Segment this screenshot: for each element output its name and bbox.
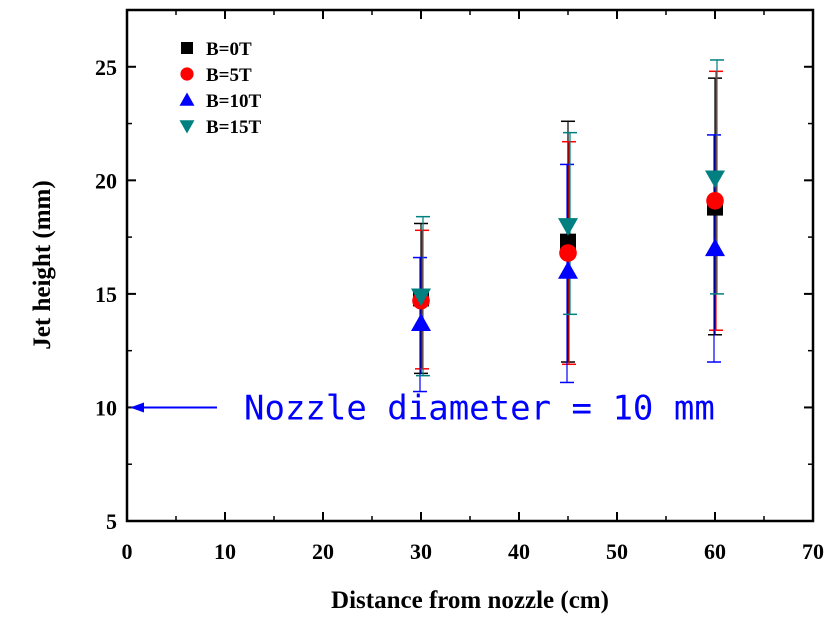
legend-label: B=0T: [206, 39, 252, 60]
y-tick-label: 15: [95, 282, 117, 307]
annotation: Nozzle diameter = 10 mm: [130, 388, 715, 428]
data-point: [558, 261, 578, 279]
data-point: [705, 170, 725, 189]
legend-marker: [181, 42, 193, 54]
y-tick-label: 20: [95, 168, 117, 193]
legend-marker: [180, 67, 194, 81]
data-point: [411, 288, 431, 307]
annotation-arrowhead: [130, 402, 144, 413]
legend-marker: [179, 120, 195, 134]
x-tick-label: 40: [508, 539, 530, 564]
y-axis-title: Jet height (mm): [29, 180, 56, 349]
x-tick-label: 10: [214, 539, 236, 564]
data-point: [559, 244, 577, 262]
legend-marker: [179, 92, 195, 106]
legend-label: B=5T: [206, 65, 252, 86]
y-tick-label: 5: [106, 509, 117, 534]
legend: B=0T B=5T B=10T B=15T: [179, 39, 261, 138]
y-axis: 5 10 15 20 25: [95, 55, 813, 534]
legend-label: B=15T: [206, 117, 261, 138]
x-tick-label: 20: [312, 539, 334, 564]
data-point: [706, 191, 724, 210]
plot-frame: [125, 8, 815, 523]
x-tick-label: 0: [122, 539, 133, 564]
x-tick-label: 60: [704, 539, 726, 564]
data-markers: [411, 170, 725, 332]
data-point: [558, 218, 578, 236]
x-axis-title: Distance from nozzle (cm): [331, 587, 609, 614]
data-point: [411, 313, 431, 332]
y-tick-label: 25: [95, 55, 117, 80]
y-tick-label: 10: [95, 395, 117, 420]
data-point: [705, 238, 725, 257]
x-tick-label: 70: [802, 539, 824, 564]
legend-label: B=10T: [206, 91, 261, 112]
x-axis: 0 10 20 30 40 50 60 70: [122, 10, 824, 564]
x-tick-label: 50: [606, 539, 628, 564]
annotation-text: Nozzle diameter = 10 mm: [244, 388, 715, 428]
x-tick-label: 30: [410, 539, 432, 564]
